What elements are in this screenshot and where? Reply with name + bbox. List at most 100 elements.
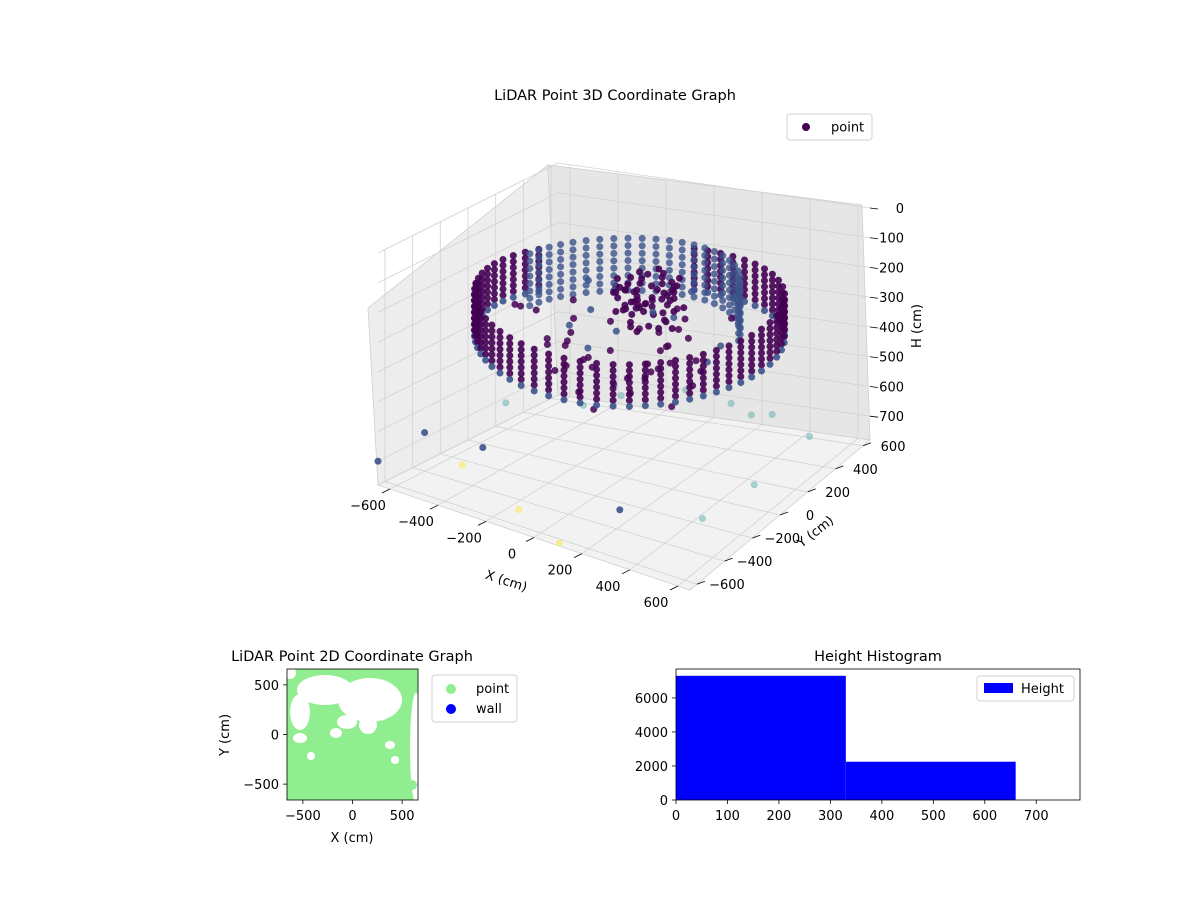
data-point-3d xyxy=(675,274,684,282)
grid-line-y xyxy=(412,235,725,562)
x-tick-label-3d: 400 xyxy=(596,580,621,595)
data-point-3d xyxy=(649,308,657,316)
data-point-3d xyxy=(606,317,615,325)
legend-3d-marker xyxy=(802,123,810,131)
data-point-3d xyxy=(517,340,525,348)
z-tick-3d xyxy=(869,237,879,240)
chart-3d-title: LiDAR Point 3D Coordinate Graph xyxy=(494,88,736,104)
data-point-3d xyxy=(545,295,553,303)
data-point-3d xyxy=(526,294,534,302)
data-point-3d xyxy=(496,327,504,336)
data-point-3d xyxy=(668,325,676,333)
data-point-3d xyxy=(734,307,743,315)
data-point-3d xyxy=(584,344,592,352)
data-point-3d xyxy=(725,354,733,362)
histogram-bar xyxy=(676,675,846,800)
data-point-3d xyxy=(482,344,490,352)
data-point-3d xyxy=(690,241,698,249)
data-point-3d xyxy=(535,291,543,299)
data-point-3d xyxy=(701,281,709,289)
x-tick-label-3d: 200 xyxy=(548,564,573,579)
data-point-3d xyxy=(545,265,553,274)
data-point-3d xyxy=(610,264,618,272)
data-point-3d xyxy=(665,244,674,252)
data-point-3d xyxy=(748,337,756,345)
data-point-3d xyxy=(576,399,584,407)
data-point-3d xyxy=(653,286,661,294)
pane-floor xyxy=(376,394,871,591)
data-point-3d xyxy=(701,259,709,267)
data-point-3d xyxy=(526,265,534,273)
legend-2d-label-wall: wall xyxy=(476,702,502,717)
data-point-3d xyxy=(751,302,759,310)
data-point-3d xyxy=(805,432,814,441)
data-point-3d xyxy=(530,369,538,377)
data-point-3d xyxy=(665,236,674,245)
data-point-3d xyxy=(567,328,575,337)
y-tick-label-2d: 500 xyxy=(254,679,279,694)
data-point-3d xyxy=(757,361,766,369)
data-point-3d xyxy=(719,274,727,282)
data-point-3d xyxy=(652,243,660,251)
data-point-3d xyxy=(612,307,620,316)
points-3d xyxy=(374,234,814,547)
data-point-3d xyxy=(592,383,601,391)
data-point-3d xyxy=(760,265,769,273)
data-point-3d xyxy=(509,293,517,301)
data-point-3d xyxy=(545,258,553,266)
data-point-3d xyxy=(719,304,727,312)
data-point-3d xyxy=(592,401,601,409)
data-point-3d xyxy=(740,262,749,270)
data-point-3d xyxy=(698,514,707,523)
grid-line-x xyxy=(629,199,811,571)
data-point-3d xyxy=(517,381,525,390)
data-point-3d xyxy=(596,287,604,295)
data-point-3d xyxy=(530,357,538,365)
data-point-3d xyxy=(596,272,604,281)
data-point-3d xyxy=(613,275,622,283)
data-point-3d xyxy=(624,234,632,242)
data-point-3d xyxy=(609,390,617,398)
data-point-3d xyxy=(712,376,721,384)
data-point-3d xyxy=(490,295,499,304)
data-point-3d xyxy=(760,300,769,309)
data-point-3d xyxy=(535,283,543,292)
data-point-3d xyxy=(587,306,595,314)
data-point-3d xyxy=(699,392,707,400)
data-point-3d xyxy=(526,257,534,265)
data-point-3d xyxy=(638,242,646,250)
data-point-3d xyxy=(616,506,624,514)
data-point-3d xyxy=(657,370,665,379)
grid-line-y xyxy=(467,208,781,516)
data-point-3d xyxy=(699,362,707,370)
data-point-3d xyxy=(655,265,663,273)
data-point-3d xyxy=(509,252,517,260)
data-point-3d xyxy=(639,307,648,316)
x-tick-3d xyxy=(429,504,439,510)
y-tick-label-2d: 0 xyxy=(271,729,279,744)
data-point-3d xyxy=(560,384,568,392)
data-point-3d xyxy=(556,240,565,249)
data-point-3d xyxy=(719,296,727,305)
data-point-3d xyxy=(569,268,577,276)
data-point-3d xyxy=(582,289,590,297)
grid-line-h xyxy=(377,222,871,313)
data-point-3d xyxy=(766,319,774,327)
y-axis-label-2d: Y (cm) xyxy=(218,714,233,757)
legend-histogram: Height xyxy=(976,675,1075,702)
x-tick-label-hist: 300 xyxy=(818,809,843,824)
data-point-3d xyxy=(545,251,553,259)
x-tick-3d xyxy=(669,585,679,591)
data-point-3d xyxy=(692,357,700,365)
data-point-3d xyxy=(681,315,689,323)
data-point-3d xyxy=(766,342,774,351)
y-tick-3d xyxy=(862,442,872,447)
data-point-3d xyxy=(556,285,565,293)
y-tick-label-3d: 200 xyxy=(825,486,850,501)
y-tick-label-hist: 0 xyxy=(660,794,668,809)
grid-line-x xyxy=(533,185,715,538)
plot-frame-histogram xyxy=(675,668,1081,801)
data-point-3d xyxy=(544,392,553,400)
data-point-3d xyxy=(488,351,496,359)
chart-3d: LiDAR Point 3D Coordinate Graph −600 −400… xyxy=(350,88,925,611)
